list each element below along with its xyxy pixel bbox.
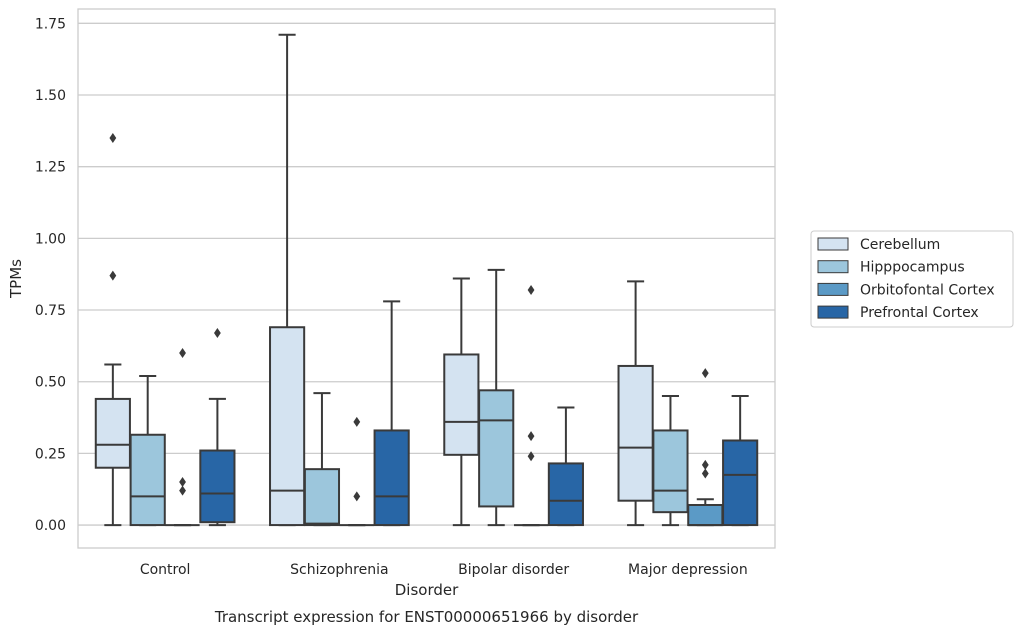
outlier-point xyxy=(701,468,709,479)
x-tick-labels: Control Schizophrenia Bipolar disorder Majo… xyxy=(140,562,748,578)
box-body xyxy=(129,433,166,527)
box-prefrontal-cortex xyxy=(547,406,584,527)
box-cerebellum xyxy=(94,133,131,527)
x-axis-label: Disorder xyxy=(395,581,459,599)
legend-swatch xyxy=(817,237,849,251)
legend-label: Prefrontal Cortex xyxy=(860,305,979,321)
box-body xyxy=(303,468,341,527)
box-body xyxy=(478,389,515,508)
x-tick-label: Major depression xyxy=(628,562,748,578)
legend-label: Cerebellum xyxy=(860,237,940,253)
y-tick-labels: 0.00 0.25 0.50 0.75 1.00 1.25 1.50 1.75 xyxy=(35,16,66,534)
box-hipppocampus xyxy=(478,268,515,527)
box-orbitofontal-cortex xyxy=(687,368,724,527)
legend-label: Orbitofontal Cortex xyxy=(860,282,995,298)
y-tick-label: 1.00 xyxy=(35,231,66,247)
box-body xyxy=(547,462,584,527)
y-axis-label: TPMs xyxy=(7,259,25,299)
box-body xyxy=(652,429,689,514)
box-body xyxy=(722,439,759,527)
legend-frame xyxy=(810,230,1014,328)
y-tick-label: 1.25 xyxy=(35,160,66,176)
outlier-point xyxy=(179,477,186,488)
outlier-point xyxy=(179,348,186,359)
x-tick-label: Schizophrenia xyxy=(290,562,388,578)
y-tick-label: 0.50 xyxy=(35,375,66,391)
legend: Cerebellum Hipppocampus Orbitofontal Corte… xyxy=(810,230,1014,328)
x-tick-label: Bipolar disorder xyxy=(458,562,569,578)
legend-label: Hipppocampus xyxy=(860,260,965,276)
outlier-point xyxy=(214,327,221,338)
outlier-point xyxy=(109,270,117,281)
outlier-point xyxy=(701,459,709,470)
outlier-point xyxy=(179,485,186,496)
box-hipppocampus xyxy=(303,392,341,527)
outlier-point xyxy=(353,491,361,502)
y-tick-label: 1.50 xyxy=(35,88,66,104)
legend-swatch xyxy=(817,260,849,274)
box-hipppocampus xyxy=(129,374,166,527)
y-tick-label: 0.00 xyxy=(35,518,66,534)
box-cerebellum xyxy=(617,280,654,527)
box-body xyxy=(687,503,724,527)
outlier-point xyxy=(353,416,361,427)
box-body xyxy=(443,353,480,456)
outlier-point xyxy=(527,431,535,442)
box-body xyxy=(94,397,131,469)
outlier-point xyxy=(527,451,535,462)
chart-caption: Transcript expression for ENST0000065196… xyxy=(214,608,639,626)
y-tick-label: 0.75 xyxy=(35,303,66,319)
box-orbitofontal-cortex xyxy=(339,416,374,527)
outlier-point xyxy=(701,368,709,379)
outlier-point xyxy=(527,284,535,295)
box-layer xyxy=(94,33,759,527)
outlier-point xyxy=(109,133,117,144)
y-tick-label: 1.75 xyxy=(35,16,66,32)
box-prefrontal-cortex xyxy=(722,395,759,527)
box-body xyxy=(269,326,306,527)
plot-frame xyxy=(77,8,776,549)
box-orbitofontal-cortex xyxy=(513,284,549,527)
box-body xyxy=(199,449,236,524)
box-body xyxy=(617,364,654,502)
box-prefrontal-cortex xyxy=(373,300,410,527)
y-tick-label: 0.25 xyxy=(35,446,66,462)
box-body xyxy=(373,429,410,527)
legend-items: Cerebellum Hipppocampus Orbitofontal Corte… xyxy=(817,237,995,321)
box-prefrontal-cortex xyxy=(199,327,236,527)
legend-swatch xyxy=(817,282,849,296)
legend-swatch xyxy=(817,305,849,319)
box-cerebellum xyxy=(443,277,480,527)
box-orbitofontal-cortex xyxy=(165,348,200,527)
box-cerebellum xyxy=(269,33,306,527)
box-hipppocampus xyxy=(652,395,689,527)
x-tick-label: Control xyxy=(140,562,191,578)
grid-layer xyxy=(78,22,775,526)
